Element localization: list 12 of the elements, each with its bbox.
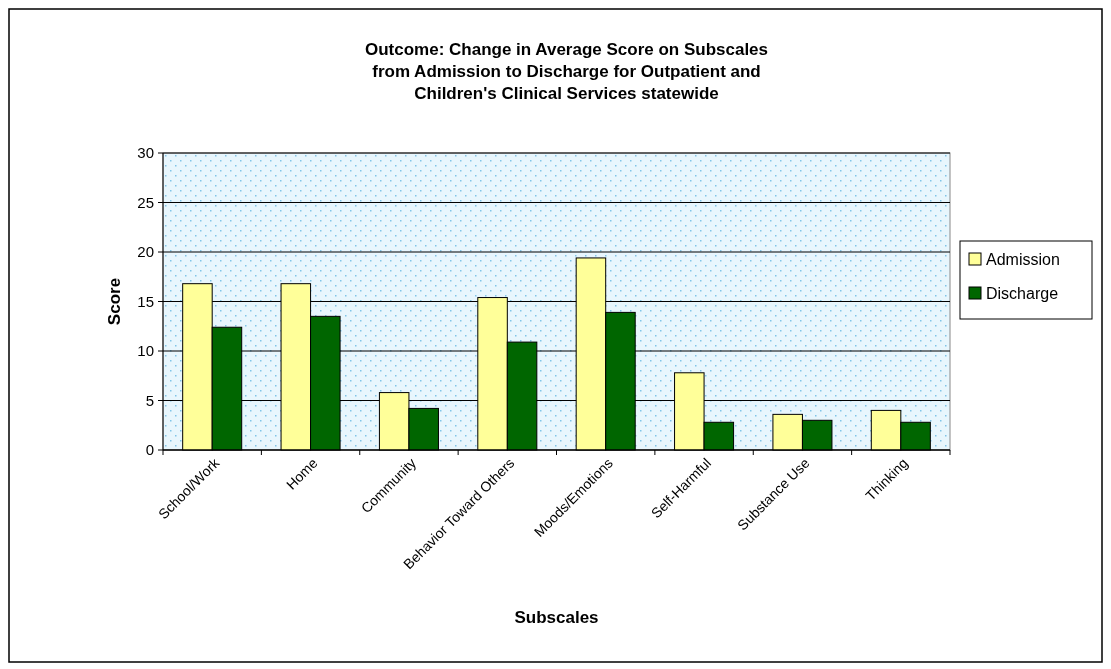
y-tick-label: 10 xyxy=(137,342,154,360)
chart-title: Outcome: Change in Average Score on Subscales from Admission to Discharge for Outpatient and Children's Clinical Services statewide xyxy=(364,40,769,103)
legend-label: Discharge xyxy=(986,284,1059,302)
x-axis-title: Subscales xyxy=(514,608,599,627)
y-tick-label: 30 xyxy=(137,144,154,162)
y-tick-label: 0 xyxy=(145,441,154,459)
y-tick-label: 5 xyxy=(145,391,154,409)
y-tick-label: 25 xyxy=(137,193,154,211)
y-tick-label: 15 xyxy=(137,292,154,310)
y-axis-title: Score xyxy=(105,277,124,326)
legend-label: Admission xyxy=(986,250,1060,268)
y-tick-label: 20 xyxy=(137,243,154,261)
